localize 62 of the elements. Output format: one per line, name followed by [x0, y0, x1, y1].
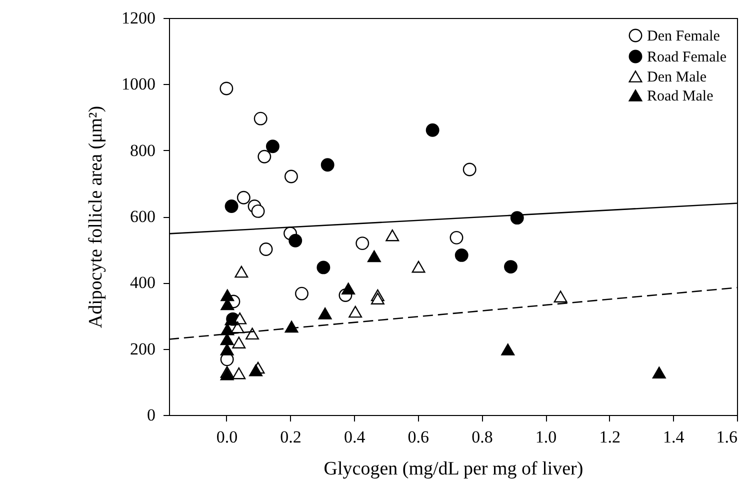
x-tick-label: 0.4	[344, 428, 366, 446]
point	[342, 282, 356, 295]
y-tick-label: 400	[130, 273, 156, 292]
point	[249, 364, 263, 376]
x-tick-label: 1.6	[716, 428, 738, 446]
point	[288, 234, 302, 248]
point	[356, 236, 370, 250]
point	[412, 260, 426, 273]
point	[259, 242, 273, 256]
point	[367, 250, 381, 262]
point	[251, 204, 265, 218]
point	[254, 112, 268, 126]
point	[348, 306, 362, 318]
point	[320, 158, 334, 172]
y-tick-label: 600	[130, 207, 156, 226]
point	[318, 308, 332, 320]
y-tick-label: 1200	[122, 8, 156, 28]
x-tick-label: 1.0	[535, 428, 557, 446]
legend-label: Road Male	[647, 88, 714, 104]
x-tick-label: 1.2	[599, 428, 620, 446]
y-axis-title: Adipocyte follicle area (μm²)	[86, 106, 106, 328]
x-tick-label: 0.6	[408, 428, 430, 446]
point	[510, 211, 524, 225]
point	[316, 260, 330, 274]
point	[454, 248, 468, 262]
y-tick-label: 800	[130, 140, 156, 160]
point	[220, 333, 234, 346]
point	[266, 140, 280, 154]
point	[450, 230, 464, 244]
legend-label: Den Female	[647, 28, 720, 44]
point	[284, 320, 298, 333]
point	[236, 190, 250, 204]
point	[652, 366, 666, 379]
x-tick-label: 0.2	[280, 428, 302, 446]
y-tick-label: 0	[147, 406, 156, 424]
point	[284, 170, 298, 184]
point	[232, 367, 246, 380]
legend-label: Den Male	[647, 70, 707, 86]
x-tick-label: 1.4	[663, 428, 685, 446]
point	[370, 292, 384, 304]
point	[220, 368, 234, 380]
point	[220, 289, 234, 302]
point	[234, 266, 248, 278]
point	[258, 150, 272, 164]
x-axis-title: Glycogen (mg/dL per mg of liver)	[324, 458, 584, 480]
point	[501, 344, 515, 356]
point	[220, 82, 234, 96]
point	[462, 162, 476, 176]
point	[295, 286, 308, 300]
legend-label: Road Female	[647, 50, 727, 66]
point	[386, 229, 400, 242]
point	[554, 290, 568, 302]
point	[504, 260, 518, 274]
point	[232, 336, 246, 348]
point	[426, 123, 440, 137]
y-tick-label: 200	[130, 339, 156, 358]
point	[246, 328, 260, 340]
x-tick-label: 0.0	[216, 428, 238, 446]
y-tick-label: 1000	[122, 74, 156, 94]
point	[220, 344, 234, 356]
x-tick-label: 0.8	[472, 428, 493, 446]
point	[224, 200, 238, 213]
